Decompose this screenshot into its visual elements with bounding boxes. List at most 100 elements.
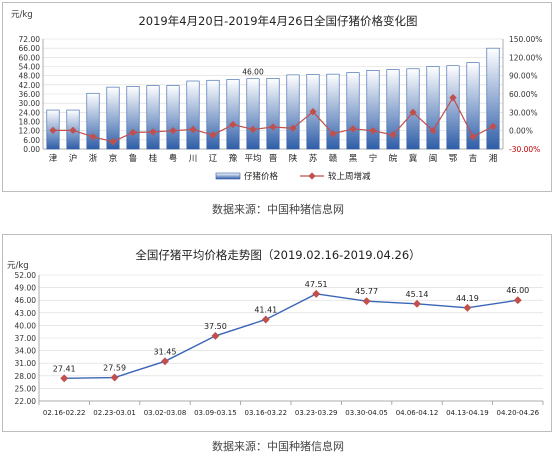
x-tick-label: 02.23-03.01 <box>93 409 136 417</box>
x-tick-label: 03.30-04.05 <box>345 409 388 417</box>
y-tick-label: 43.00 <box>15 309 37 318</box>
source-caption-1: 数据来源：中国种猪信息网 <box>212 203 344 216</box>
change-point <box>89 133 97 141</box>
trend-point <box>312 289 321 298</box>
y2-tick-label: 0.00% <box>509 127 533 136</box>
trend-point <box>362 297 371 306</box>
x-tick-label: 03.09-03.15 <box>194 409 237 417</box>
change-point <box>449 93 457 102</box>
trend-point <box>463 303 472 312</box>
trend-value-label: 46.00 <box>506 286 529 295</box>
x-tick-label: 辽 <box>209 154 218 164</box>
y-tick-label: 30.00 <box>19 99 41 108</box>
y-tick-label: 72.00 <box>19 35 41 44</box>
y-tick-label: 54.00 <box>19 63 41 72</box>
x-tick-label: 苏 <box>309 153 318 164</box>
change-point <box>269 123 277 131</box>
y2-tick-label: 120.00% <box>509 53 542 62</box>
price-bar <box>86 92 100 150</box>
price-bar <box>186 80 200 150</box>
x-tick-label: 鲁 <box>129 153 138 164</box>
y-tick-label: 28.00 <box>15 372 37 381</box>
x-tick-label: 晋 <box>269 154 278 164</box>
change-point <box>429 126 437 135</box>
x-tick-label: 闽 <box>429 153 438 164</box>
y-tick-label: 0.00 <box>23 145 40 154</box>
change-point <box>369 126 377 135</box>
trend-value-label: 27.59 <box>103 364 126 373</box>
x-tick-label: 吉 <box>469 154 478 164</box>
bar-line-chart-svg: 2019年4月20日-2019年4月26日全国仔猪价格变化图 元/kg 0.006.… <box>11 10 542 182</box>
change-point <box>289 124 297 132</box>
trend-point <box>110 373 119 382</box>
price-bar <box>426 66 440 150</box>
trend-point <box>413 299 421 308</box>
x-tick-label: 浙 <box>89 153 98 164</box>
price-bar <box>466 62 480 150</box>
y-tick-label: 40.00 <box>15 321 37 330</box>
price-bar <box>366 70 380 150</box>
legend-bar-label: 仔猪价格 <box>244 171 279 182</box>
x-tick-label: 02.16-02.22 <box>43 409 86 417</box>
y-tick-label: 25.00 <box>15 384 37 393</box>
x-tick-label: 宁 <box>369 153 378 164</box>
y-tick-label: 60.00 <box>19 53 41 62</box>
x-tick-label: 04.06-04.12 <box>396 409 439 417</box>
change-point <box>189 125 197 134</box>
price-bar <box>246 78 260 150</box>
change-point <box>489 122 497 131</box>
y-tick-label: 12.00 <box>19 127 41 136</box>
price-bar <box>486 47 500 150</box>
legend-line-marker <box>308 172 316 180</box>
trend-value-label: 31.45 <box>154 347 177 356</box>
price-bar <box>226 79 240 150</box>
y-tick-label: 66.00 <box>19 44 41 53</box>
legend-line-label: 较上周增减 <box>328 171 371 182</box>
y2-tick-label: 150.00% <box>509 35 542 44</box>
y-tick-label: 42.00 <box>19 81 41 90</box>
x-tick-label: 03.23-03.29 <box>295 409 338 417</box>
change-point <box>149 128 157 136</box>
trend-value-label: 37.50 <box>204 322 227 331</box>
x-tick-label: 桂 <box>149 153 158 164</box>
trend-value-label: 44.19 <box>456 294 479 303</box>
y-tick-label: 49.00 <box>15 284 37 293</box>
y-tick-label: 6.00 <box>23 136 40 145</box>
x-tick-label: 黑 <box>349 154 358 164</box>
price-bar <box>126 86 140 150</box>
x-tick-label: 豫 <box>229 153 238 164</box>
price-bar <box>166 85 180 150</box>
trend-value-label: 41.41 <box>254 305 277 314</box>
trend-point <box>211 331 220 340</box>
x-tick-label: 川 <box>189 154 198 164</box>
trend-value-label: 27.41 <box>53 364 76 373</box>
average-value-label: 46.00 <box>242 68 264 77</box>
y2-tick-label: -30.00% <box>509 145 540 154</box>
change-point <box>249 125 257 134</box>
trend-point <box>261 315 270 324</box>
x-tick-label: 沪 <box>69 153 78 164</box>
x-tick-label: 赣 <box>329 153 338 164</box>
trend-value-label: 45.14 <box>406 290 429 299</box>
price-bar <box>286 74 300 150</box>
price-bar <box>346 72 360 150</box>
x-tick-label: 陕 <box>289 153 298 164</box>
x-tick-label: 皖 <box>389 153 398 164</box>
y2-tick-label: 60.00% <box>509 90 538 99</box>
trend-point <box>161 357 169 366</box>
weekly-price-change-chart: 2019年4月20日-2019年4月26日全国仔猪价格变化图 元/kg 0.00 6.… <box>2 2 552 192</box>
x-tick-label: 04.13-04.19 <box>446 409 489 417</box>
change-point <box>409 108 417 117</box>
change-point <box>109 137 117 146</box>
x-tick-label: 03.02-03.08 <box>144 409 187 417</box>
y-tick-label: 48.00 <box>19 72 41 81</box>
y-tick-label: 22.00 <box>15 397 37 406</box>
y-tick-label: 37.00 <box>15 334 37 343</box>
y-tick-label: 24.00 <box>19 108 41 117</box>
y-tick-label: 36.00 <box>19 90 41 99</box>
x-tick-label: 04.20-04.26 <box>496 409 539 417</box>
change-point <box>349 125 357 133</box>
legend-bar-swatch <box>215 172 241 180</box>
x-tick-label: 鄂 <box>449 154 458 164</box>
price-bar <box>386 69 400 150</box>
